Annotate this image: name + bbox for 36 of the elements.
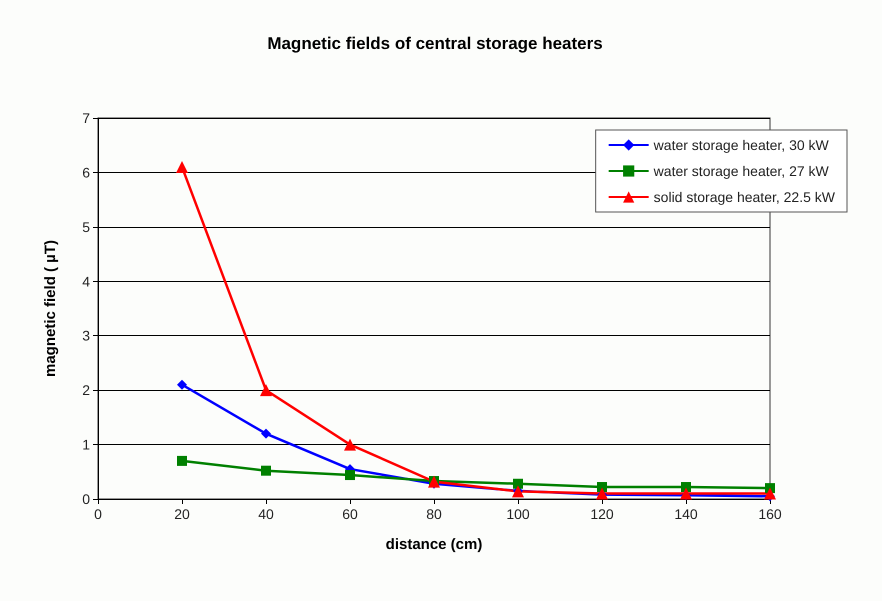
x-tick-label: 140: [674, 506, 698, 522]
x-tick-label: 100: [506, 506, 530, 522]
x-axis-title: distance (cm): [386, 536, 482, 553]
x-tick-label: 120: [590, 506, 614, 522]
y-tick-label: 7: [82, 110, 90, 126]
point: [680, 488, 692, 500]
y-tick-label: 3: [82, 328, 90, 344]
point: [681, 482, 691, 492]
x-tick-label: 0: [94, 506, 102, 522]
point: [261, 466, 271, 476]
point: [261, 428, 271, 439]
point: [260, 384, 272, 396]
y-tick-label: 1: [82, 436, 90, 453]
x-tick-label: 60: [342, 506, 358, 522]
point: [177, 456, 187, 466]
y-axis-title: magnetic field ( µT): [42, 240, 59, 377]
legend-label: water storage heater, 27 kW: [652, 163, 830, 179]
x-tick-label: 80: [426, 506, 442, 522]
y-tick-label: 4: [82, 273, 90, 290]
y-tick-label: 5: [82, 218, 90, 235]
point: [177, 380, 187, 390]
point: [345, 470, 355, 480]
point: [513, 478, 523, 489]
x-tick-label: 160: [758, 506, 782, 522]
y-tick-label: 0: [82, 491, 90, 507]
point: [344, 438, 356, 451]
x-tick-label: 20: [174, 506, 190, 522]
chart-title: Magnetic fields of central storage heaters: [267, 34, 603, 53]
y-tick-label: 6: [82, 164, 90, 180]
y-tick-label: 2: [82, 382, 90, 398]
point: [764, 488, 776, 500]
legend-label: solid storage heater, 22.5 kW: [654, 189, 836, 205]
legend-label: water storage heater, 30 kW: [652, 137, 830, 153]
point: [176, 160, 188, 173]
x-tick-label: 40: [258, 506, 274, 522]
point: [597, 482, 607, 492]
